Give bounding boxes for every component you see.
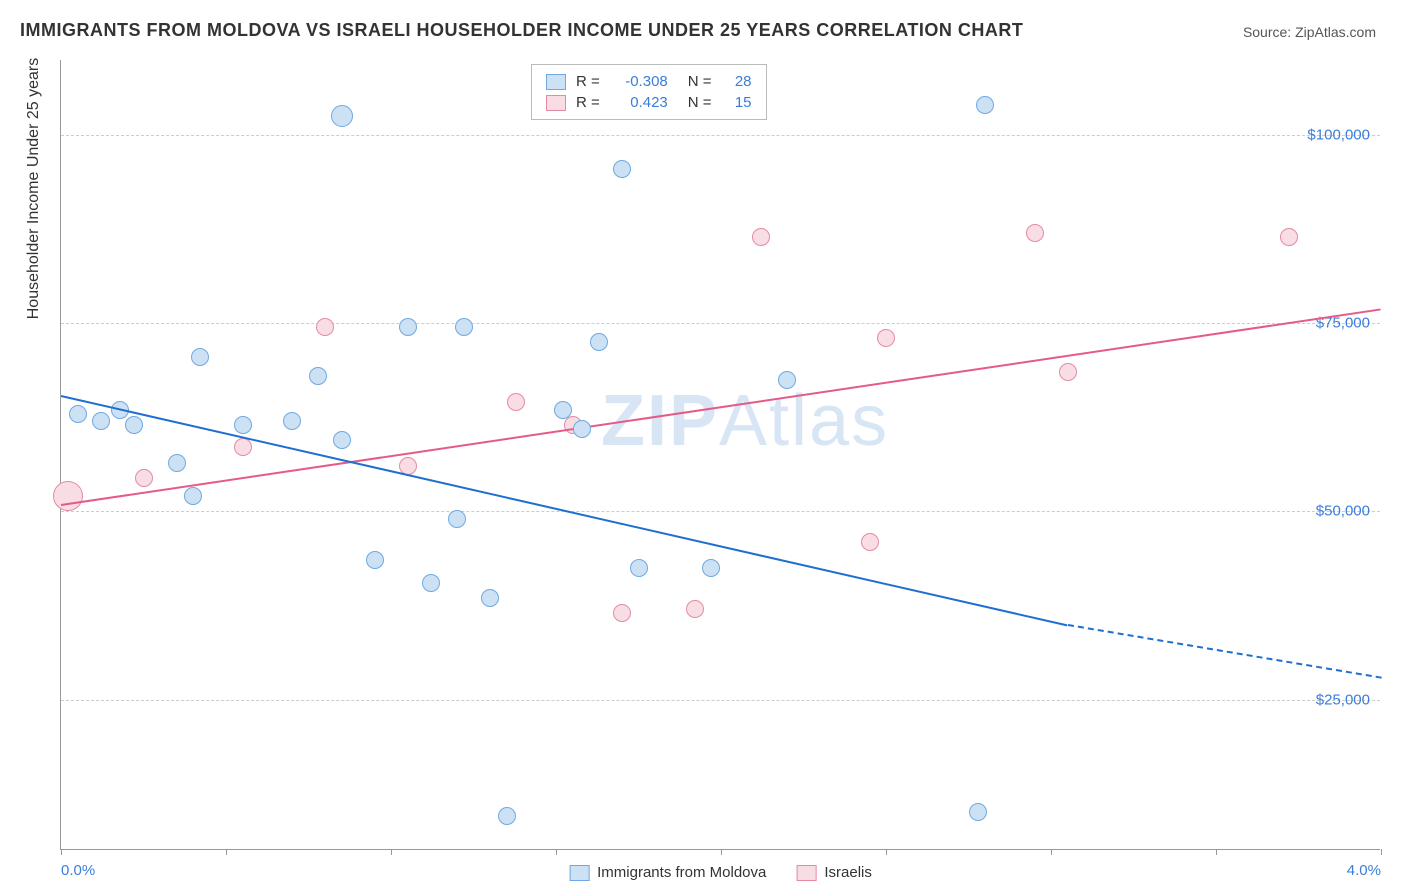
data-point-moldova — [498, 807, 516, 825]
data-point-moldova — [331, 105, 353, 127]
data-point-moldova — [448, 510, 466, 528]
n-label: N = — [688, 73, 712, 90]
data-point-moldova — [613, 160, 631, 178]
n-label: N = — [688, 94, 712, 111]
data-point-israelis — [135, 469, 153, 487]
data-point-moldova — [976, 96, 994, 114]
x-tick — [1381, 849, 1382, 855]
data-point-moldova — [554, 401, 572, 419]
series-legend: Immigrants from Moldova Israelis — [569, 864, 872, 881]
data-point-moldova — [573, 420, 591, 438]
gridline — [61, 135, 1380, 136]
y-tick-label: $50,000 — [1316, 503, 1370, 520]
legend-item-israelis: Israelis — [796, 864, 872, 881]
data-point-moldova — [630, 559, 648, 577]
data-point-moldova — [455, 318, 473, 336]
x-tick — [556, 849, 557, 855]
gridline — [61, 511, 1380, 512]
legend-item-moldova: Immigrants from Moldova — [569, 864, 766, 881]
x-tick — [391, 849, 392, 855]
data-point-moldova — [168, 454, 186, 472]
x-tick — [1051, 849, 1052, 855]
data-point-israelis — [877, 329, 895, 347]
x-tick-label: 4.0% — [1347, 862, 1381, 879]
legend-swatch-moldova — [569, 865, 589, 881]
data-point-moldova — [191, 348, 209, 366]
legend-row-moldova: R = -0.308 N = 28 — [546, 71, 752, 92]
data-point-israelis — [752, 228, 770, 246]
data-point-israelis — [234, 438, 252, 456]
legend-swatch-israelis — [796, 865, 816, 881]
data-point-moldova — [69, 405, 87, 423]
scatter-chart: ZIPAtlas R =-0.308N =28R =0.423N =15 Imm… — [60, 60, 1380, 850]
y-tick-label: $100,000 — [1307, 127, 1370, 144]
n-value: 28 — [722, 73, 752, 90]
data-point-moldova — [92, 412, 110, 430]
r-label: R = — [576, 94, 600, 111]
watermark: ZIPAtlas — [601, 380, 889, 462]
r-value: 0.423 — [610, 94, 668, 111]
data-point-moldova — [590, 333, 608, 351]
data-point-israelis — [686, 600, 704, 618]
y-tick-label: $25,000 — [1316, 691, 1370, 708]
source-attribution: Source: ZipAtlas.com — [1243, 24, 1376, 40]
data-point-moldova — [234, 416, 252, 434]
data-point-israelis — [507, 393, 525, 411]
legend-swatch — [546, 74, 566, 90]
r-value: -0.308 — [610, 73, 668, 90]
x-tick-label: 0.0% — [61, 862, 95, 879]
data-point-moldova — [333, 431, 351, 449]
correlation-legend: R = -0.308 N = 28 R = 0.423 N = 15 — [531, 64, 767, 120]
data-point-israelis — [1280, 228, 1298, 246]
data-point-moldova — [702, 559, 720, 577]
x-tick — [886, 849, 887, 855]
chart-title: IMMIGRANTS FROM MOLDOVA VS ISRAELI HOUSE… — [20, 20, 1023, 41]
x-tick — [61, 849, 62, 855]
data-point-israelis — [1026, 224, 1044, 242]
x-tick — [1216, 849, 1217, 855]
trend-line — [61, 308, 1381, 506]
trend-line — [1067, 624, 1381, 679]
data-point-israelis — [53, 481, 83, 511]
legend-label-moldova: Immigrants from Moldova — [597, 864, 766, 881]
data-point-moldova — [184, 487, 202, 505]
data-point-israelis — [861, 533, 879, 551]
data-point-moldova — [283, 412, 301, 430]
data-point-moldova — [969, 803, 987, 821]
data-point-moldova — [778, 371, 796, 389]
data-point-israelis — [613, 604, 631, 622]
legend-row-israelis: R = 0.423 N = 15 — [546, 92, 752, 113]
gridline — [61, 700, 1380, 701]
y-axis-label: Householder Income Under 25 years — [25, 58, 43, 319]
data-point-israelis — [316, 318, 334, 336]
legend-swatch — [546, 95, 566, 111]
r-label: R = — [576, 73, 600, 90]
data-point-moldova — [399, 318, 417, 336]
legend-label-israelis: Israelis — [824, 864, 872, 881]
data-point-moldova — [309, 367, 327, 385]
x-tick — [226, 849, 227, 855]
data-point-moldova — [481, 589, 499, 607]
data-point-moldova — [366, 551, 384, 569]
n-value: 15 — [722, 94, 752, 111]
data-point-israelis — [1059, 363, 1077, 381]
data-point-moldova — [422, 574, 440, 592]
data-point-moldova — [125, 416, 143, 434]
gridline — [61, 323, 1380, 324]
x-tick — [721, 849, 722, 855]
